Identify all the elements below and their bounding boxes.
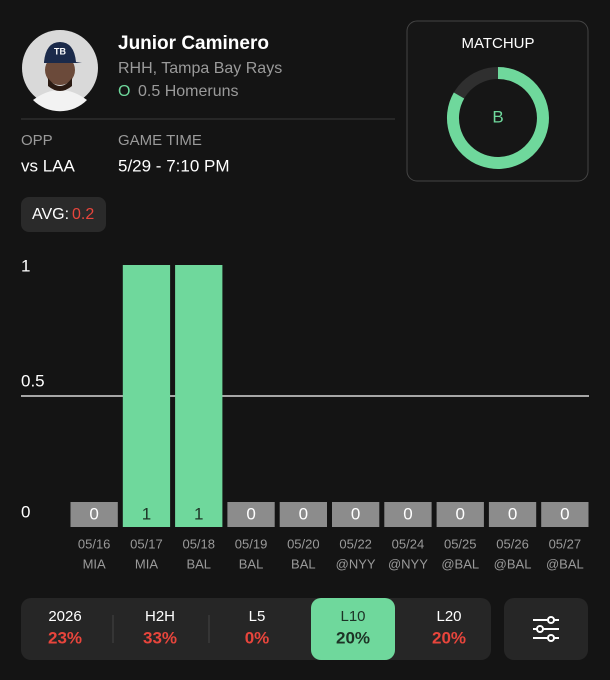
- svg-text:TB: TB: [54, 46, 66, 56]
- matchup-grade: B: [492, 107, 503, 126]
- x-tick-opponent: BAL: [291, 556, 316, 571]
- x-tick-opponent: @BAL: [494, 556, 532, 571]
- x-tick-label: 05/16: [78, 536, 111, 551]
- tab-label[interactable]: L10: [340, 608, 365, 625]
- matchup-title: MATCHUP: [461, 35, 534, 52]
- tab-value[interactable]: 20%: [432, 628, 466, 647]
- value-label: 0: [403, 504, 412, 523]
- bar: [122, 265, 171, 527]
- zero-bar: [70, 502, 118, 527]
- prop-side: O: [118, 83, 130, 100]
- x-tick-label: 05/22: [339, 536, 372, 551]
- time-label: GAME TIME: [118, 132, 202, 149]
- zero-bar: [541, 502, 589, 527]
- value-label: 0: [89, 504, 98, 523]
- avg-value: 0.2: [72, 206, 94, 223]
- prop: 0.5 Homeruns: [138, 83, 239, 100]
- active-tab[interactable]: [311, 598, 395, 660]
- value-label: 1: [142, 504, 151, 523]
- value-label: 0: [508, 504, 517, 523]
- avg-pill: [21, 197, 106, 232]
- avg-label: AVG:: [32, 206, 69, 223]
- x-tick-label: 05/19: [235, 536, 268, 551]
- x-tick-opponent: BAL: [239, 556, 264, 571]
- value-label: 0: [351, 504, 360, 523]
- zero-bar: [384, 502, 432, 527]
- x-tick-opponent: BAL: [186, 556, 211, 571]
- zero-bar: [279, 502, 327, 527]
- player-details: RHH, Tampa Bay Rays: [118, 60, 282, 77]
- opp-label: OPP: [21, 132, 53, 149]
- x-tick-label: 05/24: [392, 536, 425, 551]
- opp: vs LAA: [21, 156, 76, 175]
- filter-button[interactable]: [504, 598, 588, 660]
- tab-label[interactable]: L20: [436, 608, 461, 625]
- x-tick-label: 05/17: [130, 536, 163, 551]
- value-label: 0: [456, 504, 465, 523]
- x-tick-opponent: @BAL: [546, 556, 584, 571]
- time: 5/29 - 7:10 PM: [118, 156, 230, 175]
- x-tick-opponent: @BAL: [441, 556, 479, 571]
- player-name: Junior Caminero: [118, 33, 269, 54]
- y-tick-label: 0: [21, 502, 30, 521]
- bar: [175, 265, 223, 527]
- x-tick-label: 05/18: [182, 536, 215, 551]
- zero-bar: [436, 502, 484, 527]
- x-tick-label: 05/26: [496, 536, 529, 551]
- zero-bar: [332, 502, 380, 527]
- value-label: 0: [246, 504, 255, 523]
- tab-label[interactable]: 2026: [48, 608, 81, 625]
- value-label: 0: [299, 504, 308, 523]
- y-tick-label: 0.5: [21, 371, 45, 390]
- x-tick-opponent: @NYY: [336, 556, 376, 571]
- tab-label[interactable]: H2H: [145, 608, 175, 625]
- tab-value[interactable]: 23%: [48, 628, 82, 647]
- value-label: 1: [194, 504, 203, 523]
- x-tick-label: 05/25: [444, 536, 477, 551]
- tab-value[interactable]: 20%: [336, 628, 370, 647]
- zero-bar: [488, 502, 537, 527]
- x-tick-opponent: @NYY: [388, 556, 428, 571]
- avatar: TB: [22, 30, 98, 112]
- x-tick-label: 05/20: [287, 536, 320, 551]
- x-tick-label: 05/27: [549, 536, 582, 551]
- y-tick-label: 1: [21, 256, 30, 275]
- ring-arc: [447, 67, 549, 169]
- tab-value[interactable]: 0%: [245, 628, 270, 647]
- tab-label[interactable]: L5: [249, 608, 266, 625]
- value-label: 0: [560, 504, 569, 523]
- tab-value[interactable]: 33%: [143, 628, 177, 647]
- x-tick-opponent: MIA: [83, 556, 106, 571]
- x-tick-opponent: MIA: [135, 556, 158, 571]
- zero-bar: [227, 502, 275, 527]
